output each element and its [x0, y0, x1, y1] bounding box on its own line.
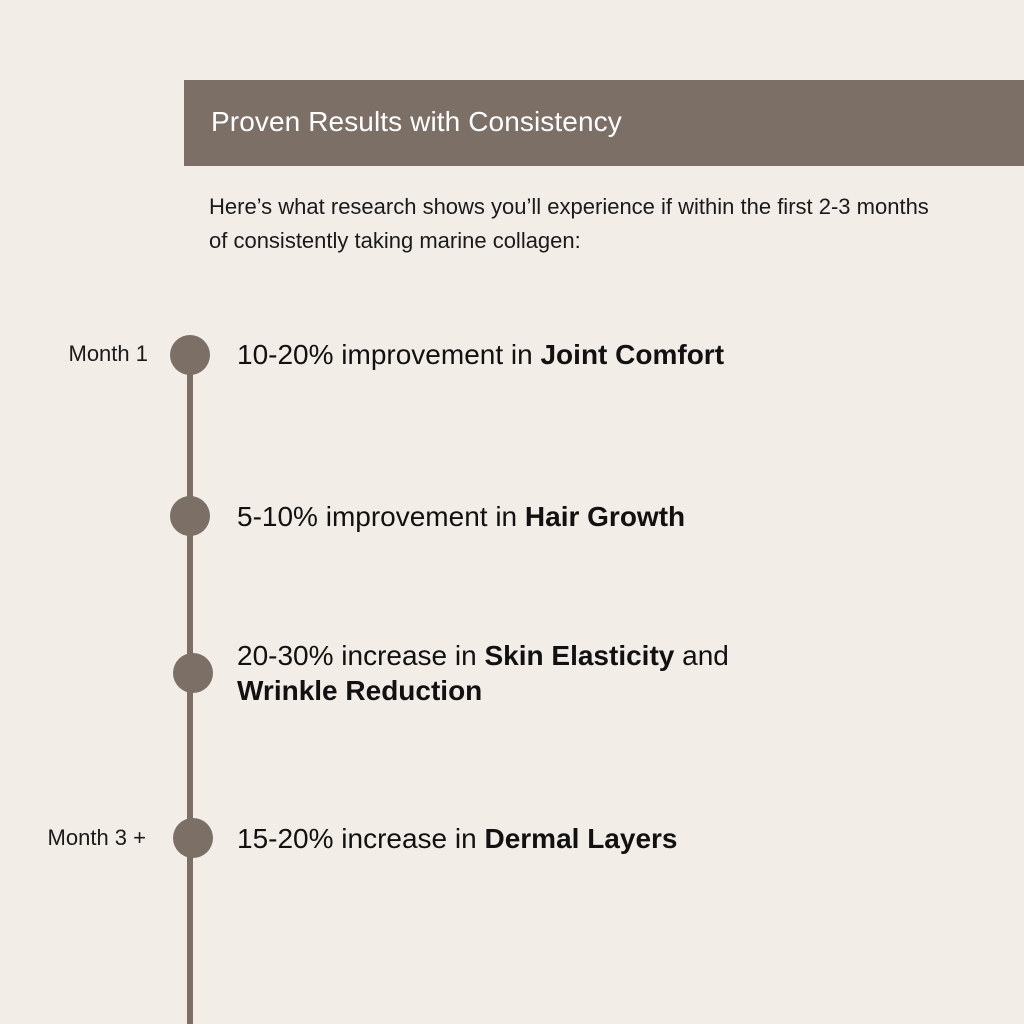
timeline-item: 10-20% improvement in Joint Comfort [237, 339, 725, 370]
intro-text: Here’s what research shows you’ll experi… [209, 194, 929, 253]
timeline-item: 15-20% increase in Dermal Layers [237, 823, 678, 854]
timeline-dot [173, 653, 213, 693]
timeline-dot [170, 496, 210, 536]
timeline-item: 20-30% increase in Skin Elasticity and W… [237, 640, 729, 706]
month-label: Month 3 + [47, 825, 146, 850]
timeline-item: 5-10% improvement in Hair Growth [237, 501, 686, 532]
header-banner: Proven Results with Consistency [184, 80, 1024, 166]
page-title: Proven Results with Consistency [211, 106, 622, 137]
month-label: Month 1 [68, 341, 149, 366]
timeline-dot [170, 335, 210, 375]
timeline-dot [173, 818, 213, 858]
